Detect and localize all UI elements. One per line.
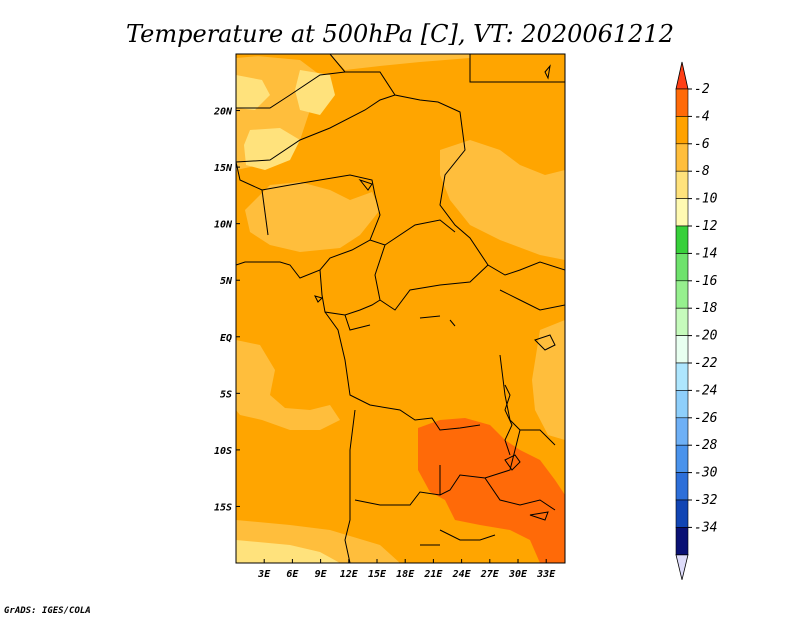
colorbar-swatch	[675, 280, 689, 309]
map-panel	[235, 53, 566, 564]
warm-regions	[236, 54, 565, 563]
colorbar-label: -26	[694, 411, 718, 426]
colorbar-label: -34	[694, 520, 717, 535]
lon-tick-label: 27E	[480, 569, 500, 580]
colorbar-label: -16	[694, 274, 718, 289]
colorbar-label: -24	[694, 383, 717, 398]
lakes-and-coastline	[314, 64, 556, 521]
colorbar-label: -22	[694, 356, 718, 371]
lat-tick-label: 5S	[220, 389, 232, 400]
lat-tick-label: 10S	[214, 446, 232, 457]
colorbar-label: -28	[694, 438, 718, 453]
colorbar-swatch	[675, 253, 689, 282]
lon-tick-label: 6E	[286, 569, 299, 580]
colorbar-label: -20	[694, 329, 718, 344]
colorbar-label: -10	[694, 192, 718, 207]
colorbar-swatch	[675, 335, 689, 364]
colorbar: -2 -4 -6 -8 -10 -12 -14 -16 -18 -20 -22 -24 -26 -28 -3…	[675, 61, 718, 580]
lon-tick-label: 33E	[536, 569, 556, 580]
colorbar-label: -2	[694, 82, 710, 97]
colorbar-label: -18	[694, 301, 718, 316]
map-title: Temperature at 500hPa [C], VT: 202006121…	[126, 20, 674, 48]
colorbar-swatch	[675, 527, 689, 556]
colorbar-swatch	[675, 390, 689, 419]
lat-tick-label: 20N	[213, 107, 233, 118]
grads-credit: GrADS: IGES/COLA	[4, 606, 91, 616]
lat-tick-label: 15N	[214, 163, 233, 174]
colorbar-swatch	[675, 472, 689, 501]
map-frame	[235, 53, 566, 564]
lon-tick-label: 24E	[452, 569, 472, 580]
colorbar-bottom-arrow	[675, 554, 689, 580]
colorbar-label: -32	[694, 493, 718, 508]
colorbar-swatch	[675, 225, 689, 254]
lat-tick-label: 15S	[214, 502, 232, 513]
coolest-regions	[236, 70, 340, 563]
lat-tick-label: 5N	[220, 276, 233, 287]
colorbar-swatch	[675, 444, 689, 473]
lon-tick-label: 3E	[257, 569, 271, 580]
colorbar-label: -30	[694, 466, 718, 481]
colorbar-label: -8	[694, 164, 710, 179]
colorbar-top-arrow	[675, 61, 689, 90]
lon-tick-label: 30E	[508, 569, 528, 580]
colorbar-swatch	[675, 116, 689, 145]
colorbar-label: -14	[694, 246, 717, 261]
latitude-axis: 20N 15N 10N 5N EQ 5S 10S 15S	[213, 107, 240, 513]
colorbar-swatch	[675, 417, 689, 446]
colorbar-swatch	[675, 170, 689, 199]
lon-tick-label: 9E	[315, 569, 328, 580]
colorbar-swatch	[675, 143, 689, 172]
lat-tick-label: 10N	[214, 220, 233, 231]
colorbar-label: -12	[694, 219, 718, 234]
lon-tick-label: 21E	[423, 569, 443, 580]
colorbar-swatch	[675, 362, 689, 391]
colorbar-swatch	[675, 198, 689, 227]
longitude-axis: 3E 6E 9E 12E 15E 18E 21E 24E 27E 30E 33E	[257, 559, 556, 580]
lon-tick-label: 15E	[368, 569, 387, 580]
country-boundaries	[236, 54, 565, 563]
colorbar-swatch	[675, 307, 689, 336]
colorbar-label: -6	[694, 137, 710, 152]
lon-tick-label: 18E	[396, 569, 415, 580]
lat-tick-label: EQ	[220, 333, 232, 344]
colorbar-swatch	[675, 88, 689, 117]
colorbar-label: -4	[694, 109, 710, 124]
lon-tick-label: 12E	[340, 569, 359, 580]
colorbar-swatch	[675, 499, 689, 528]
